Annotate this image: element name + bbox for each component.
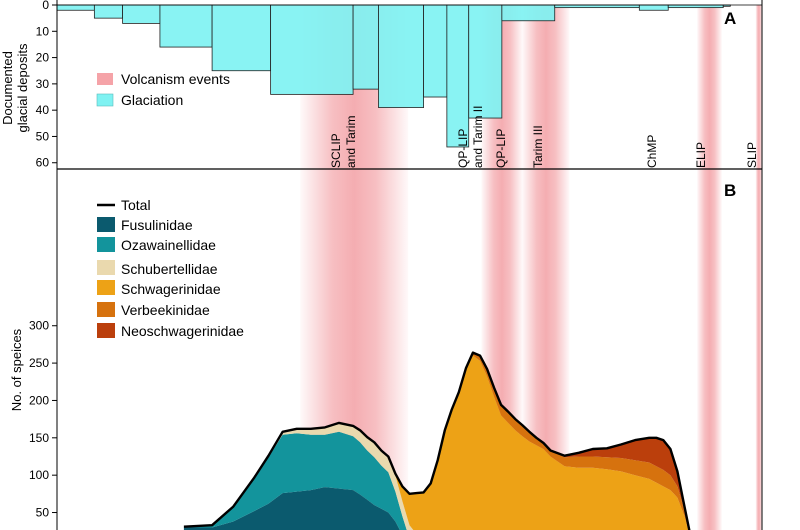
panel-b-ytick-label: 250 bbox=[29, 356, 49, 370]
event-label-qp-lip-tarim2: and Tarim II bbox=[471, 106, 485, 168]
panel-a-ylabel-line2: glacial deposits bbox=[15, 43, 30, 132]
legend-label-schwagerinidae: Schwagerinidae bbox=[121, 281, 221, 297]
area-schwagerinidae bbox=[183, 355, 689, 530]
event-label-elip: ELIP bbox=[694, 142, 708, 168]
legend-swatch-volcanism bbox=[97, 73, 113, 85]
panel-b-ytick-label: 200 bbox=[29, 393, 49, 407]
area-ozawainellidae bbox=[183, 431, 407, 530]
panel-b-ytick-label: 100 bbox=[29, 468, 49, 482]
legend-swatch-glaciation bbox=[96, 93, 114, 107]
glaciation-bar bbox=[638, 4, 669, 11]
glaciation-bars-layer bbox=[56, 4, 731, 148]
glaciation-bar bbox=[93, 4, 123, 19]
glaciation-bar bbox=[211, 4, 272, 72]
event-label-tarim3: Tarim III bbox=[531, 125, 545, 168]
event-label-sclip: SCLIP bbox=[329, 133, 343, 168]
legend-swatch-neoschwagerinidae bbox=[97, 323, 115, 338]
event-label-slip: SLIP bbox=[745, 142, 759, 168]
glaciation-bar bbox=[423, 4, 448, 98]
glaciation-bar bbox=[446, 4, 470, 148]
legend-label-fusulinidae: Fusulinidae bbox=[121, 217, 193, 233]
glaciation-bar bbox=[56, 4, 95, 11]
volcanism-band-5 bbox=[697, 5, 722, 530]
event-label-sclip-tarim: and Tarim bbox=[344, 116, 358, 168]
legend-label-verbeekinidae: Verbeekinidae bbox=[121, 302, 210, 318]
panel-a-ytick-label: 50 bbox=[36, 129, 50, 143]
legend-label-neoschwagerinidae: Neoschwagerinidae bbox=[121, 323, 244, 339]
panel-a-ylabel-line1: Documented bbox=[0, 51, 15, 125]
panel-b-ytick-label: 50 bbox=[36, 506, 50, 520]
total-line bbox=[183, 351, 691, 530]
panel-a-label: A bbox=[724, 9, 736, 28]
legend-label-total: Total bbox=[121, 197, 151, 213]
legend-swatch-verbeekinidae bbox=[97, 302, 115, 317]
panel-a-ytick-label: 40 bbox=[36, 103, 50, 117]
panel-a-ytick-label: 30 bbox=[36, 77, 50, 91]
glaciation-bar bbox=[468, 4, 503, 119]
panel-b-legend: Total Fusulinidae Ozawainellidae Schuber… bbox=[97, 197, 244, 339]
legend-swatch-schwagerinidae bbox=[97, 280, 115, 295]
glaciation-bar bbox=[352, 4, 379, 90]
species-areas-layer bbox=[183, 351, 691, 530]
panel-a-ytick-label: 60 bbox=[36, 156, 50, 170]
event-label-qp-lip-1: QP-LIP bbox=[456, 129, 470, 168]
legend-label-glaciation: Glaciation bbox=[121, 92, 183, 108]
volcanism-band-6 bbox=[755, 5, 762, 530]
legend-label-ozawainellidae: Ozawainellidae bbox=[121, 237, 216, 253]
panel-a-legend: Volcanism events Glaciation bbox=[96, 71, 230, 108]
glaciation-bar bbox=[159, 4, 213, 48]
axes-layer: 0 10 20 30 40 50 60 50 100 150 200 250 300 bbox=[29, 0, 763, 530]
panel-b-ylabel: No. of speices bbox=[9, 328, 24, 411]
legend-label-volcanism: Volcanism events bbox=[121, 71, 230, 87]
panel-a-ytick-label: 10 bbox=[36, 24, 50, 38]
event-label-qp-lip-2: QP-LIP bbox=[494, 129, 508, 168]
event-label-chmp: ChMP bbox=[645, 135, 659, 168]
glaciation-bar bbox=[122, 4, 161, 24]
panel-b-label: B bbox=[724, 181, 736, 200]
panel-b-ytick-label: 150 bbox=[29, 431, 49, 445]
legend-label-schubertellidae: Schubertellidae bbox=[121, 261, 218, 277]
glaciation-bar bbox=[501, 4, 556, 22]
panel-a-ytick-label: 0 bbox=[42, 0, 49, 12]
panel-b-ytick-label: 300 bbox=[29, 319, 49, 333]
legend-swatch-fusulinidae bbox=[97, 217, 115, 232]
legend-swatch-ozawainellidae bbox=[97, 237, 115, 252]
glaciation-bar bbox=[378, 4, 425, 108]
area-fusulinidae bbox=[183, 487, 400, 530]
panel-a-ytick-label: 20 bbox=[36, 51, 50, 65]
glaciation-bar bbox=[270, 4, 354, 95]
legend-swatch-schubertellidae bbox=[97, 260, 115, 275]
